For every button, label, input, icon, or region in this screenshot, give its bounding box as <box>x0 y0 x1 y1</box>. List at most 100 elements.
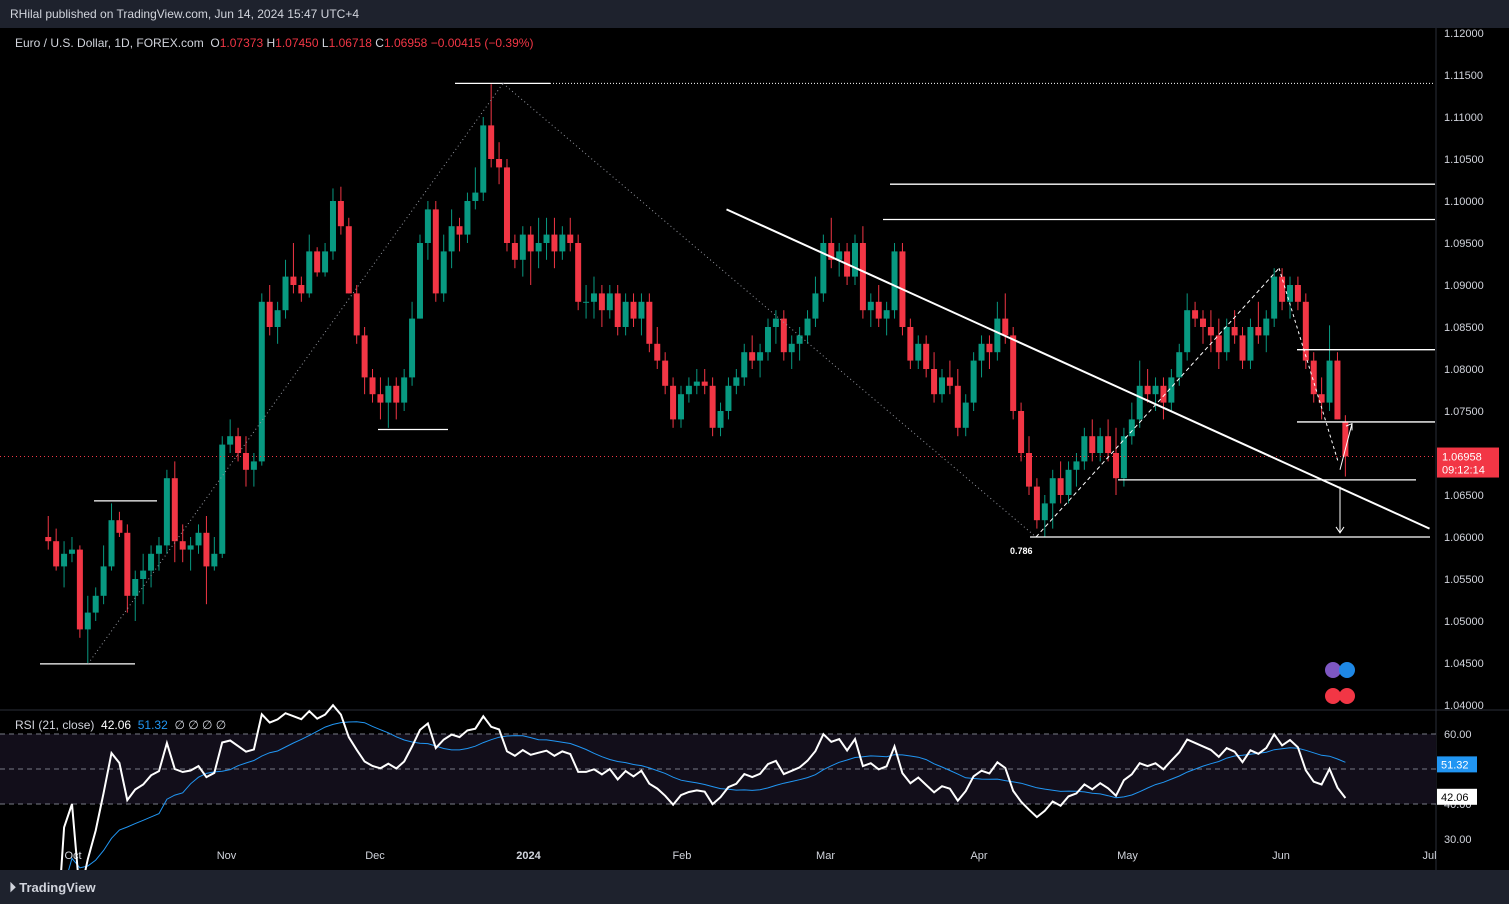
candle-body <box>733 377 740 386</box>
us-flag-icon[interactable] <box>1325 688 1341 704</box>
price-pane[interactable] <box>0 28 1436 710</box>
candle-body <box>662 360 669 386</box>
candle-body <box>416 243 423 319</box>
candle-body <box>68 549 75 554</box>
candle-body <box>203 532 210 567</box>
candle-body <box>946 377 953 386</box>
candle-body <box>701 381 708 386</box>
candle-body <box>1081 436 1088 462</box>
fib-ratio-label: 0.786 <box>1010 546 1033 556</box>
candle-body <box>314 251 321 273</box>
candle-body <box>1112 453 1119 479</box>
candle-body <box>630 301 637 319</box>
price-tick-label: 1.09500 <box>1444 238 1484 250</box>
candle-body <box>772 318 779 327</box>
time-axis-label: Dec <box>365 850 385 862</box>
candle-body <box>551 234 558 252</box>
candle-body <box>923 343 930 369</box>
price-tick-label: 1.08000 <box>1444 364 1484 376</box>
candle-body <box>432 209 439 294</box>
candle-body <box>590 293 597 302</box>
candle-body <box>1318 394 1325 403</box>
candle-body <box>994 318 1001 353</box>
eu-flag-icon[interactable] <box>1339 662 1355 678</box>
rsi-badge-text: 42.06 <box>1441 792 1469 804</box>
candle-body <box>693 381 700 386</box>
us-flag-icon[interactable] <box>1339 688 1355 704</box>
candle-body <box>53 541 60 567</box>
candle-body <box>559 234 566 252</box>
descending-trendline[interactable] <box>726 208 1430 530</box>
chart-area[interactable]: 1.12000 1.11500 1.11000 1.10500 1.10000 1.095… <box>0 28 1509 904</box>
candle-body <box>749 352 756 361</box>
candle-body <box>488 125 495 159</box>
candle-body <box>140 570 147 579</box>
candle-body <box>1057 478 1064 495</box>
candle-body <box>796 335 803 344</box>
candle-body <box>448 226 455 252</box>
candle-body <box>931 369 938 395</box>
fib-zigzag-line <box>502 83 1037 538</box>
down-arrow-icon <box>1335 486 1345 534</box>
publisher-text: RHilal published on TradingView.com, Jun… <box>10 7 359 21</box>
rsi-ma-badge-text: 51.32 <box>1441 759 1469 771</box>
candle-body <box>171 478 178 542</box>
candle-body <box>598 293 605 311</box>
candle-body <box>638 301 645 319</box>
rsi-ma-badge <box>1437 756 1477 773</box>
candle-body <box>1089 436 1096 453</box>
chart-svg[interactable]: 1.12000 1.11500 1.11000 1.10500 1.10000 1.095… <box>0 28 1509 904</box>
rsi-value: 42.06 <box>101 718 132 732</box>
candle-body <box>329 201 336 252</box>
price-tick-label: 1.12000 <box>1444 28 1484 40</box>
candle-body <box>322 251 329 273</box>
time-axis-label: Jul <box>1422 850 1436 862</box>
candle-body <box>677 394 684 420</box>
tradingview-logo[interactable]: 🞂 TradingView <box>10 879 96 896</box>
candle-body <box>132 579 139 596</box>
rsi-ma-line <box>61 721 1346 904</box>
candle-body <box>1018 411 1025 453</box>
symbol-name: Euro / U.S. Dollar, 1D, FOREX.com <box>15 36 204 50</box>
candle-body <box>290 276 297 285</box>
candle-body <box>1160 385 1167 403</box>
candle-body <box>535 243 542 252</box>
economic-event-icon[interactable] <box>1325 662 1341 678</box>
rsi-value-badge <box>1437 788 1477 805</box>
candle-body <box>1025 453 1032 487</box>
time-axis-label: Feb <box>672 850 691 862</box>
countdown-timer: 09:12:14 <box>1442 465 1485 477</box>
candle-body <box>227 436 234 445</box>
candle-body <box>606 293 613 311</box>
candle-body <box>116 520 123 533</box>
candle-body <box>345 226 352 294</box>
candle-body <box>179 541 186 550</box>
candle-body <box>1073 461 1080 470</box>
candle-body <box>401 377 408 403</box>
time-axis-label: Mar <box>816 850 835 862</box>
candle-body <box>851 243 858 277</box>
candle-body <box>938 377 945 395</box>
candle-body <box>1128 419 1135 437</box>
price-tick-label: 1.05000 <box>1444 616 1484 628</box>
candle-body <box>195 532 202 546</box>
price-tick-label: 1.06500 <box>1444 490 1484 502</box>
candle-body <box>1207 327 1214 336</box>
candle-body <box>1231 327 1238 336</box>
fib-zigzag-line <box>87 83 504 665</box>
candle-body <box>409 318 416 378</box>
high-value: 1.07450 <box>275 36 319 50</box>
candle-body <box>986 343 993 353</box>
candle-body <box>163 478 170 546</box>
candle-body <box>100 566 107 596</box>
rsi-legend: RSI (21, close) 42.06 51.32 ∅ ∅ ∅ ∅ <box>15 718 226 732</box>
candle-body <box>424 209 431 243</box>
candle-body <box>187 545 194 550</box>
candle-body <box>155 545 162 554</box>
candle-body <box>812 293 819 319</box>
candle-body <box>1279 276 1286 302</box>
candle-body <box>1010 335 1017 411</box>
candle-body <box>828 243 835 260</box>
price-tick-label: 1.06000 <box>1444 532 1484 544</box>
candle-body <box>646 301 653 344</box>
